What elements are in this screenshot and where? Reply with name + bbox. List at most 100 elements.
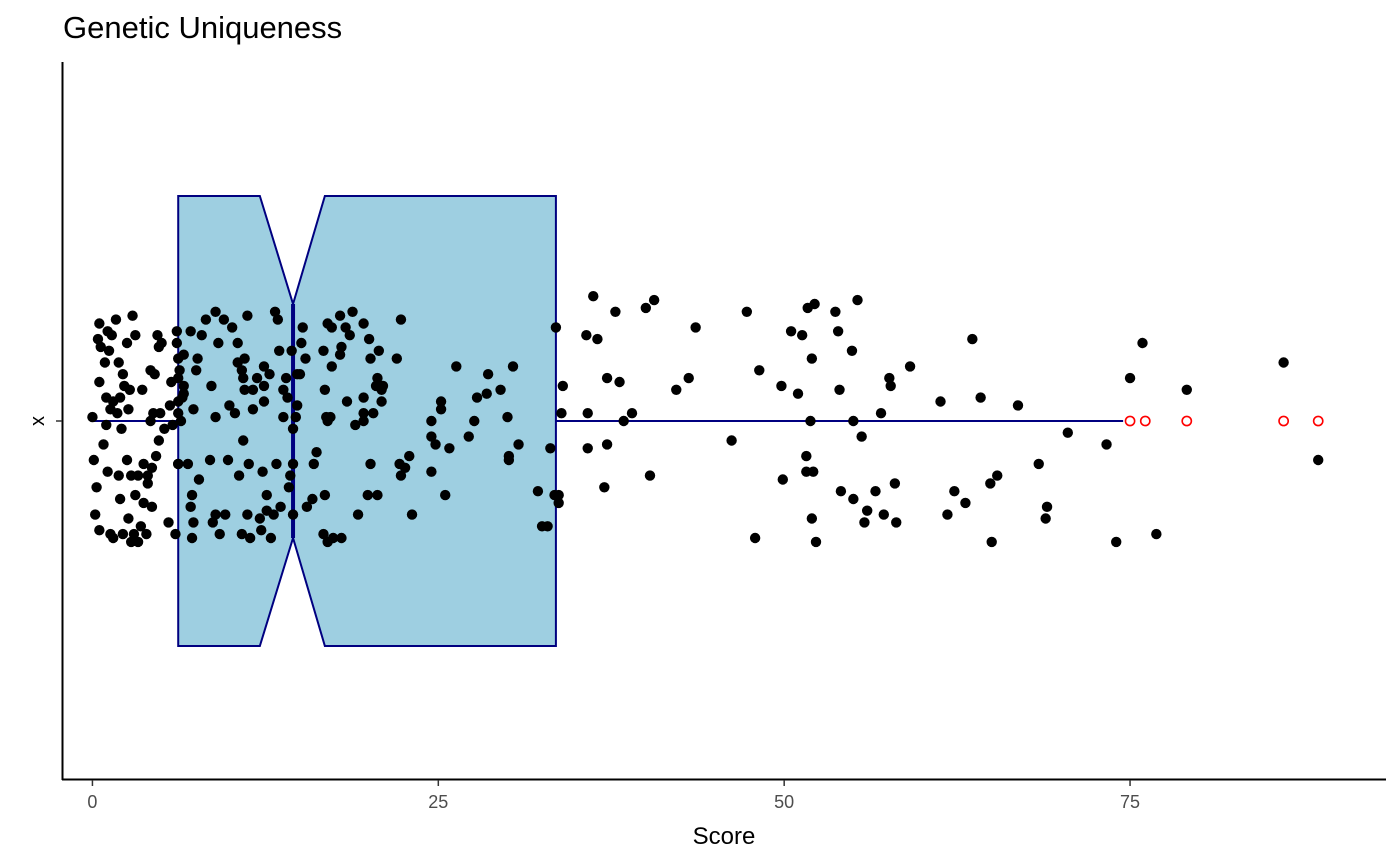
data-point xyxy=(325,411,336,423)
data-point xyxy=(372,372,383,384)
data-point xyxy=(261,489,272,501)
data-point xyxy=(99,357,111,368)
data-point xyxy=(149,369,160,380)
data-point xyxy=(113,470,124,481)
data-point xyxy=(141,528,152,540)
data-point xyxy=(495,384,506,395)
data-point xyxy=(557,380,569,392)
data-point xyxy=(852,294,863,306)
data-point xyxy=(503,454,515,466)
data-point xyxy=(848,493,859,505)
data-point xyxy=(601,372,613,384)
data-point xyxy=(344,330,355,341)
data-point xyxy=(112,408,123,419)
data-point xyxy=(336,341,347,353)
data-point xyxy=(545,443,556,454)
data-point xyxy=(341,396,353,407)
data-point xyxy=(792,388,804,399)
data-point xyxy=(258,361,270,372)
data-point xyxy=(358,318,369,329)
data-point xyxy=(671,384,682,395)
data-point xyxy=(103,345,115,356)
data-point xyxy=(362,489,373,501)
data-point xyxy=(1124,372,1136,384)
data-point xyxy=(870,486,881,497)
data-point xyxy=(350,419,361,431)
data-point xyxy=(138,497,149,509)
x-tick-label: 75 xyxy=(1120,792,1140,812)
data-point xyxy=(254,513,266,524)
data-point xyxy=(155,408,166,419)
data-point xyxy=(1151,528,1162,540)
data-point xyxy=(1313,454,1324,466)
data-point xyxy=(233,470,245,481)
data-point xyxy=(426,415,437,427)
data-point xyxy=(368,408,379,419)
data-point xyxy=(258,380,270,392)
data-point xyxy=(207,517,219,528)
data-point xyxy=(311,447,322,458)
data-point xyxy=(88,454,100,466)
data-point xyxy=(985,478,996,489)
data-point xyxy=(173,458,184,470)
data-point xyxy=(210,306,221,317)
data-point xyxy=(618,415,629,427)
data-point xyxy=(145,415,156,427)
data-point xyxy=(644,470,656,481)
data-point xyxy=(185,326,196,337)
data-point xyxy=(272,314,284,325)
data-point xyxy=(269,306,281,317)
data-point xyxy=(268,509,279,520)
data-point xyxy=(861,505,873,516)
data-point xyxy=(153,435,165,446)
data-point xyxy=(319,384,331,395)
data-point xyxy=(832,326,844,337)
data-point xyxy=(167,419,178,431)
data-point xyxy=(319,489,331,501)
outlier-point xyxy=(1181,415,1193,427)
data-point xyxy=(98,439,109,450)
data-point xyxy=(942,509,953,520)
x-tick-label: 50 xyxy=(774,792,794,812)
data-point xyxy=(138,458,149,470)
data-point xyxy=(186,532,198,544)
data-point xyxy=(287,509,299,520)
data-point xyxy=(236,365,248,376)
data-point xyxy=(513,439,524,450)
data-point xyxy=(376,396,387,407)
data-point xyxy=(318,345,329,356)
data-point xyxy=(471,392,483,403)
data-point xyxy=(214,528,225,540)
data-point xyxy=(239,384,250,395)
y-tick-label: x xyxy=(27,416,49,426)
data-point xyxy=(220,509,231,520)
data-point xyxy=(132,536,144,548)
data-point xyxy=(878,509,889,520)
data-point xyxy=(287,458,299,470)
data-point xyxy=(690,322,701,333)
data-point xyxy=(171,326,183,337)
data-point xyxy=(553,497,564,509)
data-point xyxy=(1062,427,1073,438)
data-point xyxy=(193,474,205,485)
data-point xyxy=(1181,384,1192,395)
data-point xyxy=(749,532,761,544)
data-point xyxy=(210,509,221,520)
data-point xyxy=(885,380,896,392)
data-point xyxy=(188,517,199,528)
data-point xyxy=(106,330,118,341)
data-point xyxy=(741,306,753,317)
data-point xyxy=(426,431,437,442)
data-point xyxy=(352,509,364,520)
data-point xyxy=(307,493,318,505)
data-point xyxy=(286,345,297,356)
data-point xyxy=(283,482,295,493)
data-point xyxy=(178,388,189,399)
data-point xyxy=(808,466,819,477)
data-point xyxy=(334,310,346,321)
data-point xyxy=(156,337,167,349)
data-point xyxy=(1111,536,1122,548)
data-point xyxy=(336,532,347,544)
data-point xyxy=(582,408,593,419)
data-point xyxy=(116,423,127,434)
